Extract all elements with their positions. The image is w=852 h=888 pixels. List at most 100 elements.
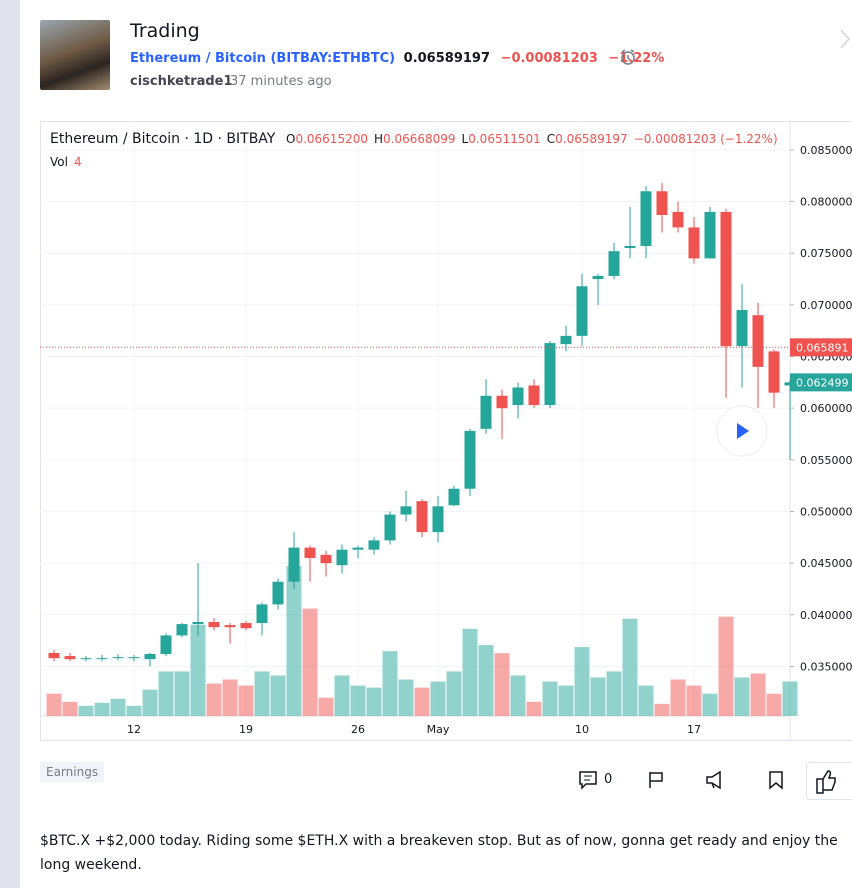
candle-body <box>736 310 748 347</box>
candle-body <box>176 624 188 636</box>
volume-bar <box>638 685 654 716</box>
volume-bar <box>654 703 670 716</box>
volume-bar <box>702 693 718 716</box>
candle-body <box>64 656 76 660</box>
candle-body <box>400 506 412 515</box>
volume-bar <box>366 687 382 716</box>
avatar[interactable] <box>40 20 110 90</box>
volume-bar <box>526 701 542 716</box>
volume-bar <box>174 671 190 716</box>
volume-bar <box>766 693 782 716</box>
comment-icon[interactable] <box>578 770 600 790</box>
flag-icon[interactable] <box>646 770 666 790</box>
ohlc-key: C <box>547 132 555 146</box>
candle-body <box>576 286 588 336</box>
price-label-bg <box>790 338 852 357</box>
y-tick-label: 0.0350000 <box>800 660 852 673</box>
volume-bar <box>782 681 798 716</box>
candle-body <box>288 547 300 582</box>
volume-bar <box>222 679 238 716</box>
candle-body <box>464 430 476 489</box>
volume-bar <box>270 675 286 716</box>
candle-body <box>272 581 284 605</box>
price: 0.06589197 <box>403 51 491 66</box>
volume-bar <box>110 698 126 716</box>
volume-bar <box>62 701 78 716</box>
share-icon[interactable] <box>704 770 726 790</box>
ticker[interactable]: (BITBAY:ETHBTC) <box>270 51 396 66</box>
volume-bar <box>574 647 590 716</box>
tag[interactable]: Earnings <box>40 762 105 782</box>
volume-bar <box>350 685 366 716</box>
candle-body <box>768 351 780 393</box>
chart-title: Ethereum / Bitcoin · 1D · BITBAY <box>50 131 276 147</box>
candle-body <box>112 657 124 659</box>
candle-body <box>496 395 508 409</box>
idea-title[interactable]: Trading <box>130 20 200 42</box>
candle-body <box>640 191 652 246</box>
price-label: 0.062499 <box>796 376 849 389</box>
ohlc-value: 0.06589197 <box>555 132 628 146</box>
ohlc-value: 0.06668099 <box>383 132 456 146</box>
candle-body <box>144 654 156 660</box>
candle-body <box>256 604 268 624</box>
bookmark-icon[interactable] <box>766 770 786 790</box>
symbol[interactable]: Ethereum / Bitcoin <box>130 51 266 66</box>
sidebar-edge <box>0 0 20 888</box>
volume-bar <box>254 671 270 716</box>
ohlc-key: O <box>286 132 295 146</box>
volume-label: Vol 4 <box>50 155 82 169</box>
alert-icon[interactable] <box>619 48 639 68</box>
candle-body <box>336 549 348 566</box>
candle-body <box>512 387 524 406</box>
candle-body <box>528 385 540 406</box>
price-label: 0.065891 <box>796 341 849 354</box>
next-arrow[interactable] <box>838 28 852 50</box>
volume-bar <box>158 671 174 716</box>
candle-body <box>432 506 444 533</box>
candle-body <box>80 658 92 660</box>
candle-body <box>304 547 316 558</box>
volume-bar <box>478 645 494 716</box>
volume-name: Vol <box>50 155 68 169</box>
candle-body <box>544 343 556 406</box>
volume-bar <box>750 673 766 716</box>
candle-body <box>592 275 604 280</box>
ohlc-value: 0.06511501 <box>468 132 541 146</box>
volume-bar <box>94 702 110 716</box>
candle-body <box>128 657 140 659</box>
volume-bar <box>286 566 302 716</box>
candle-body <box>624 245 636 249</box>
price-label-bg <box>790 373 852 392</box>
author[interactable]: cischketrade1 <box>130 74 233 89</box>
candle-body <box>608 251 620 276</box>
volume-bar <box>686 685 702 716</box>
volume-bar <box>78 705 94 716</box>
ohlc-change: −0.00081203 (−1.22%) <box>634 132 778 146</box>
x-tick-label: May <box>427 723 450 736</box>
volume <box>46 566 798 716</box>
like-icon <box>816 770 836 794</box>
volume-bar <box>398 679 414 716</box>
play-button[interactable] <box>716 405 768 457</box>
idea-body: $BTC.X +$2,000 today. Riding some $ETH.X… <box>40 833 838 873</box>
candle-body <box>480 395 492 429</box>
volume-bar <box>462 628 478 716</box>
candle-body <box>160 635 172 655</box>
candle-body <box>560 335 572 345</box>
like-button[interactable] <box>806 762 852 800</box>
volume-bar <box>510 675 526 716</box>
volume-bar <box>606 671 622 716</box>
candle-body <box>704 211 716 259</box>
ohlc-key: L <box>462 132 469 146</box>
volume-bar <box>190 624 206 716</box>
